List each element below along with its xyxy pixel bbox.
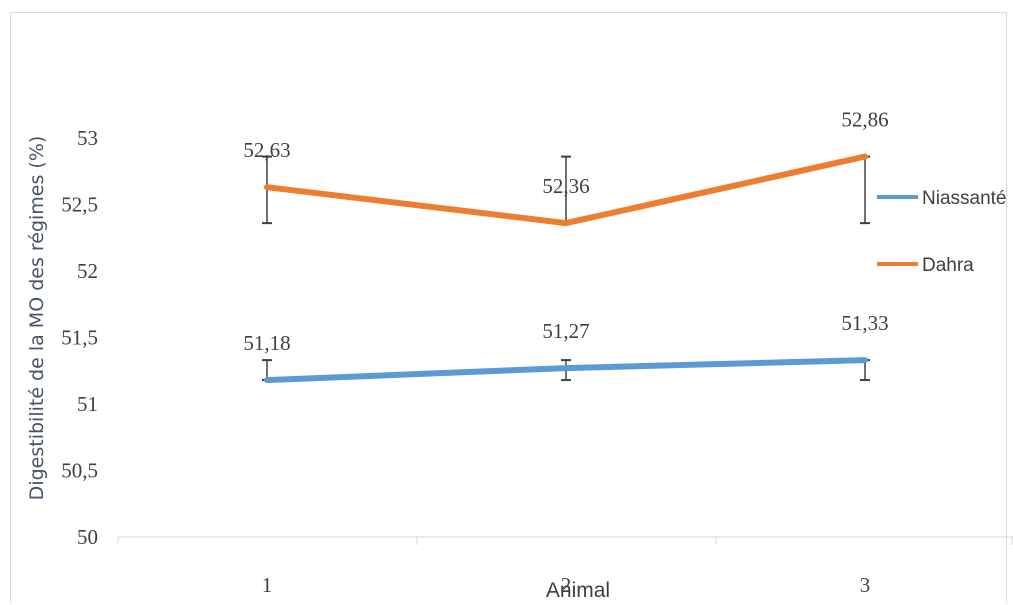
- series-line-niassanté: [264, 357, 868, 384]
- series-line-dahra: [264, 153, 868, 227]
- y-axis-ticks: 50 50,5 51 51,5 52 52,5 53: [61, 126, 98, 549]
- data-label: 52,86: [841, 108, 888, 132]
- error-bar: [860, 155, 870, 225]
- x-axis: 1 2 3: [117, 536, 1013, 597]
- data-label: 51,18: [243, 331, 290, 355]
- legend-item: Dahra: [877, 255, 974, 276]
- y-tick-label: 53: [77, 126, 98, 150]
- y-tick-label: 50,5: [61, 459, 98, 483]
- series-lines: [264, 153, 868, 384]
- data-label: 52,63: [243, 138, 290, 162]
- y-tick-label: 52,5: [61, 193, 98, 217]
- y-tick-label: 51,5: [61, 326, 98, 350]
- y-tick-label: 51: [77, 392, 98, 416]
- x-tick-label: 3: [860, 573, 871, 597]
- y-tick-label: 52: [77, 259, 98, 283]
- legend-label: Niassanté: [922, 188, 1007, 209]
- y-tick-label: 50: [77, 525, 98, 549]
- data-label: 51,27: [542, 319, 589, 343]
- legend-item: Niassanté: [877, 188, 1007, 209]
- legend: Niassanté Dahra: [877, 188, 1007, 276]
- y-axis-title: Digestibilité de la MO des régimes (%): [26, 136, 48, 501]
- legend-label: Dahra: [922, 255, 974, 276]
- x-tick-label: 1: [262, 573, 273, 597]
- chart-frame: [10, 12, 1007, 603]
- x-axis-title: Animal: [546, 579, 610, 602]
- data-labels: 51,18 51,27 51,33 52,63 52,36 52,86: [243, 108, 888, 355]
- data-label: 51,33: [841, 311, 888, 335]
- x-tick-label: 2: [561, 573, 572, 597]
- data-label: 52,36: [542, 174, 589, 198]
